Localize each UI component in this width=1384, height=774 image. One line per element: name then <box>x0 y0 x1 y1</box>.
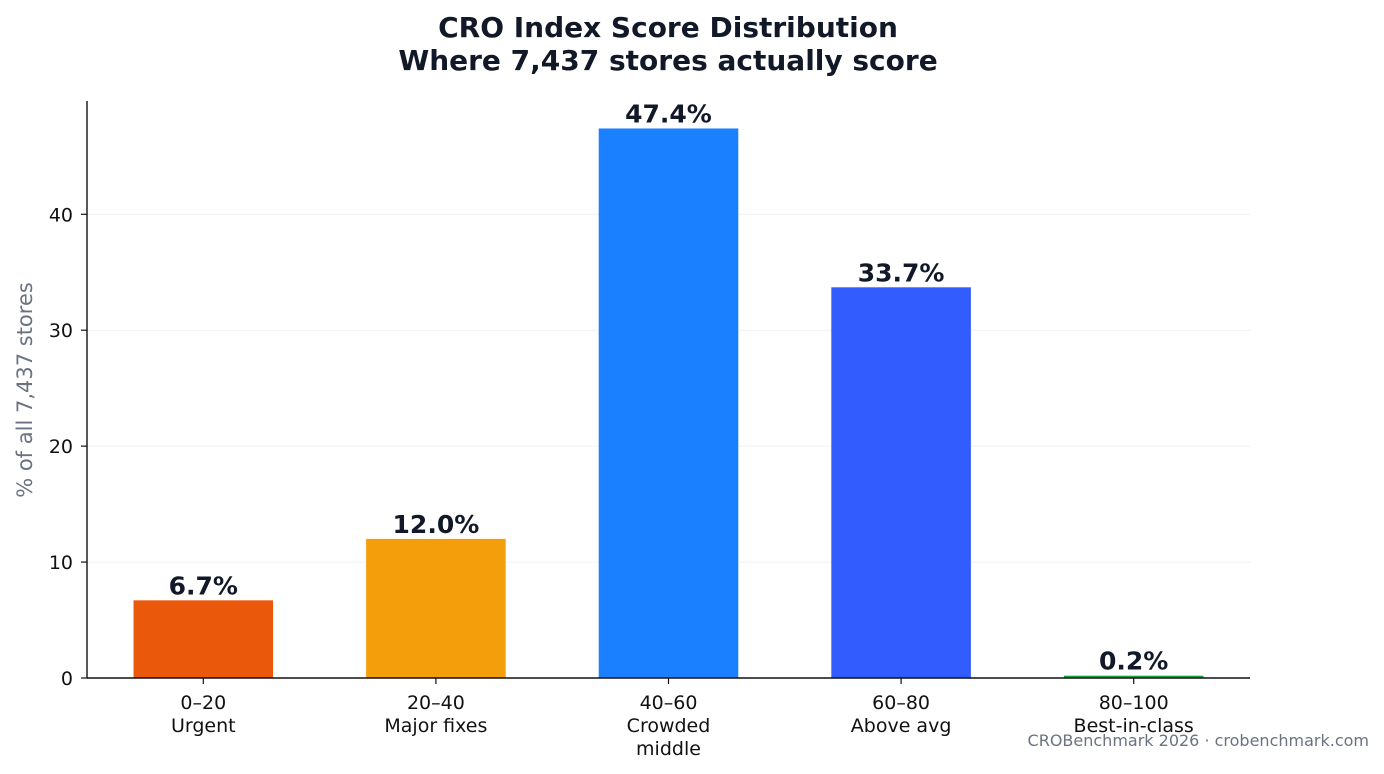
x-tick-label: middle <box>636 738 701 760</box>
bar <box>598 128 739 678</box>
bar <box>1063 675 1204 678</box>
y-axis-label: % of all 7,437 stores <box>13 282 37 498</box>
credit-text: CROBenchmark 2026 · crobenchmark.com <box>1027 731 1369 750</box>
x-tick-label: 40–60 <box>640 692 698 714</box>
data-labels: 6.7% 12.0% 47.4% 33.7% 0.2% <box>169 99 1169 675</box>
bar <box>366 538 506 678</box>
bar <box>831 287 971 678</box>
bars <box>133 128 1204 678</box>
chart-title: CRO Index Score Distribution <box>438 11 898 44</box>
x-tick-label: 0–20 <box>180 692 226 714</box>
x-tick-label: Major fixes <box>384 715 487 737</box>
y-tick-label: 0 <box>61 668 73 690</box>
chart-subtitle: Where 7,437 stores actually score <box>398 44 937 77</box>
y-tick-label: 20 <box>49 436 73 458</box>
bar-value-label: 6.7% <box>169 571 238 600</box>
y-tick-label: 30 <box>49 320 73 342</box>
bar <box>133 600 274 678</box>
x-tick-label: Urgent <box>171 715 236 737</box>
y-tick-label: 10 <box>49 552 73 574</box>
x-tick-label: Best-in-class <box>1074 715 1194 737</box>
bar-value-label: 33.7% <box>858 258 945 287</box>
x-tick-label: Crowded <box>627 715 711 737</box>
bar-value-label: 47.4% <box>625 99 712 128</box>
x-tick-label: 80–100 <box>1099 692 1169 714</box>
bar-value-label: 12.0% <box>393 510 480 539</box>
y-ticks: 0 10 20 30 40 <box>49 204 87 690</box>
x-tick-label: 60–80 <box>872 692 930 714</box>
y-tick-label: 40 <box>49 204 73 226</box>
bar-value-label: 0.2% <box>1099 647 1168 676</box>
x-tick-label: 20–40 <box>407 692 465 714</box>
x-tick-label: Above avg <box>851 715 952 737</box>
